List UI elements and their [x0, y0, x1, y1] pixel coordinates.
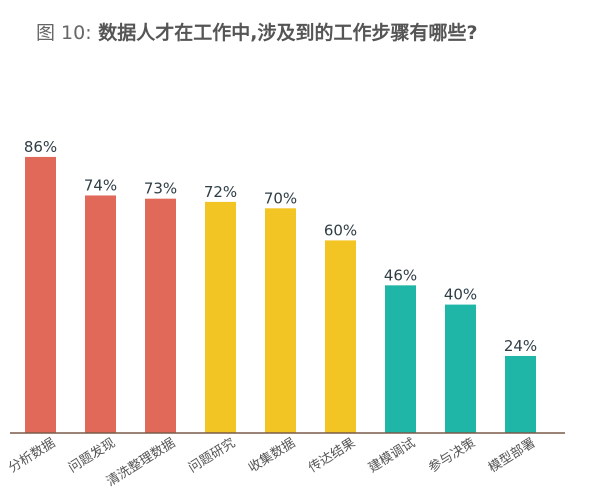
bar-5 [265, 208, 296, 433]
bar-7 [385, 285, 416, 433]
bar-2 [85, 195, 116, 433]
chart-title: 图 10: 数据人才在工作中,涉及到的工作步骤有哪些? [36, 18, 477, 45]
category-label-1: 分析数据 [6, 436, 58, 476]
bar-1 [25, 156, 56, 433]
value-label-5: 70% [264, 189, 297, 207]
bar-3 [145, 198, 176, 433]
value-label-4: 72% [204, 183, 237, 201]
bars-group [25, 156, 536, 433]
category-label-8: 参与决策 [426, 435, 479, 476]
value-label-3: 73% [144, 180, 177, 198]
category-label-6: 传达结果 [306, 436, 358, 476]
category-label-7: 建模调试 [366, 436, 418, 476]
bar-9 [505, 355, 536, 433]
bar-4 [205, 201, 236, 433]
category-label-9: 模型部署 [486, 436, 538, 476]
bar-8 [445, 304, 476, 433]
value-label-9: 24% [504, 337, 537, 355]
value-labels-group: 86% 74% 73% 72% 70% 60% 46% 40% 24% [24, 138, 537, 355]
value-label-6: 60% [324, 221, 357, 239]
value-label-7: 46% [384, 266, 417, 284]
bar-6 [325, 240, 356, 433]
category-label-5: 收集数据 [246, 435, 299, 476]
chart-title-prefix: 图 10: [36, 22, 92, 44]
chart-title-main: 数据人才在工作中,涉及到的工作步骤有哪些? [91, 22, 478, 44]
category-label-4: 问题研究 [186, 436, 238, 476]
category-label-2: 问题发现 [66, 435, 119, 476]
value-label-2: 74% [84, 176, 117, 194]
value-label-8: 40% [444, 286, 477, 304]
value-label-1: 86% [24, 138, 57, 156]
